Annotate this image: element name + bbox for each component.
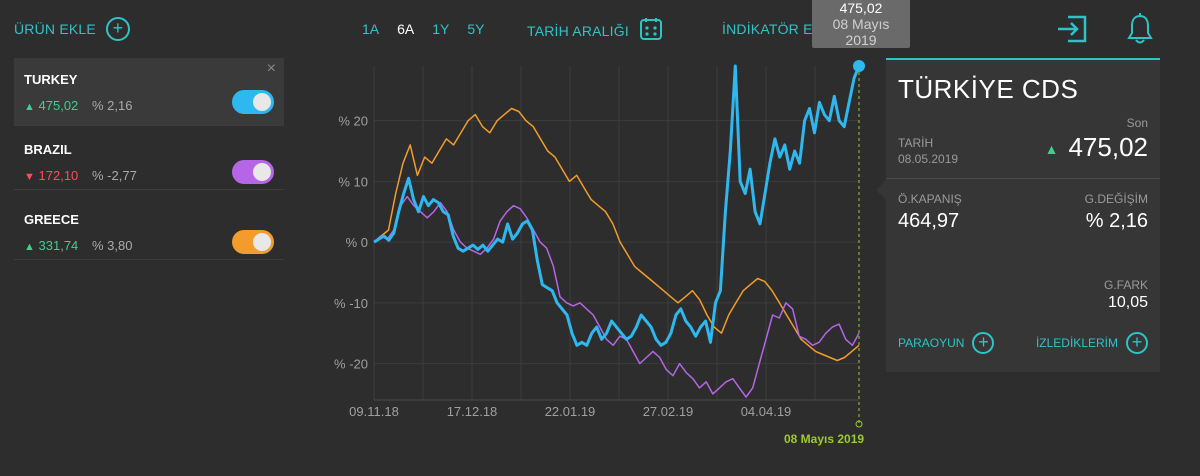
asset-item-greece[interactable]: GREECE ▲ 331,74 % 3,80: [14, 200, 284, 260]
date-label: TARİH: [898, 136, 934, 150]
x-tick-label: 04.04.19: [741, 404, 792, 419]
tooltip-value: 475,02: [839, 0, 883, 16]
date-range-button[interactable]: TARİH ARALIĞI: [527, 17, 663, 44]
asset-name: GREECE: [24, 212, 79, 227]
x-tick-label: 17.12.18: [447, 404, 498, 419]
down-arrow-icon: ▼: [24, 171, 35, 183]
asset-change: % 2,16: [92, 98, 133, 113]
asset-name: BRAZIL: [24, 142, 72, 157]
followed-label: İZLEDİKLERİM: [1035, 336, 1118, 350]
y-tick-label: % 10: [338, 174, 368, 189]
period-1a-button[interactable]: 1A: [362, 21, 380, 37]
cursor-date-label: 08 Mayıs 2019: [784, 432, 865, 446]
asset-change: % 3,80: [92, 238, 133, 253]
period-selector: 1A 6A 1Y 5Y: [362, 21, 485, 37]
series-toggle[interactable]: [232, 90, 274, 114]
asset-name: TURKEY: [24, 72, 78, 87]
tooltip-date-line2: 2019: [845, 32, 877, 48]
info-panel: TÜRKİYE CDS Son TARİH 08.05.2019 ▲ 475,02…: [886, 58, 1160, 372]
plus-circle-icon: +: [972, 332, 995, 354]
series-line-turkey: [373, 64, 861, 347]
asset-value: ▲ 331,74: [24, 238, 79, 253]
y-tick-label: % -10: [334, 296, 368, 311]
y-tick-label: % 20: [338, 114, 368, 129]
panel-pointer: [876, 180, 886, 200]
period-6a-button[interactable]: 6A: [397, 21, 415, 37]
calendar-icon: [639, 17, 663, 44]
close-icon[interactable]: ×: [266, 60, 276, 77]
add-product-button[interactable]: ÜRÜN EKLE +: [14, 17, 130, 41]
prev-close-value: 464,97: [898, 210, 960, 232]
series-toggle[interactable]: [232, 160, 274, 184]
x-tick-label: 27.02.19: [643, 404, 694, 419]
asset-value: ▼ 172,10: [24, 168, 79, 183]
period-1y-button[interactable]: 1Y: [432, 21, 450, 37]
bell-icon[interactable]: [1126, 13, 1154, 50]
asset-change: % -2,77: [92, 168, 137, 183]
change-label: G.DEĞİŞİM: [1084, 192, 1148, 206]
plus-circle-icon: +: [1126, 332, 1148, 354]
period-5y-button[interactable]: 5Y: [467, 21, 485, 37]
chart-tooltip: 475,02 08 Mayıs 2019: [812, 0, 910, 48]
followed-button[interactable]: İZLEDİKLERİM +: [1036, 332, 1148, 354]
y-tick-label: % -20: [334, 357, 368, 372]
last-price: ▲ 475,02: [1044, 132, 1148, 162]
diff-value: 10,05: [1107, 294, 1148, 311]
diff-label: G.FARK: [1103, 278, 1148, 292]
y-tick-label: % 0: [346, 235, 368, 250]
change-value: % 2,16: [1085, 210, 1148, 232]
cursor-point: [853, 60, 865, 72]
asset-item-turkey[interactable]: × TURKEY ▲ 475,02 % 2,16: [14, 58, 284, 126]
login-icon[interactable]: [1056, 14, 1088, 49]
series-line-greece: [373, 107, 860, 362]
cursor-anchor: [855, 420, 863, 428]
x-tick-label: 09.11.18: [349, 404, 399, 419]
tooltip-date-line1: 08 Mayıs: [832, 16, 890, 32]
asset-value: ▲ 475,02: [24, 98, 79, 113]
up-arrow-icon: ▲: [24, 241, 35, 253]
paraoyun-label: PARAOYUN: [898, 336, 965, 350]
date-value: 08.05.2019: [898, 152, 959, 166]
up-arrow-icon: ▲: [1044, 141, 1059, 158]
paraoyun-button[interactable]: PARAOYUN +: [898, 332, 995, 354]
prev-close-label: Ö.KAPANIŞ: [898, 192, 962, 206]
plus-circle-icon: +: [105, 17, 130, 41]
up-arrow-icon: ▲: [24, 101, 35, 113]
asset-item-brazil[interactable]: BRAZIL ▼ 172,10 % -2,77: [14, 130, 284, 190]
add-product-label: ÜRÜN EKLE: [14, 21, 96, 37]
x-tick-label: 22.01.19: [545, 404, 596, 419]
add-indicator-label: İNDİKATÖR EKLE: [722, 21, 840, 37]
series-toggle[interactable]: [232, 230, 274, 254]
add-indicator-button[interactable]: İNDİKATÖR EKLE: [722, 21, 840, 37]
series-line-brazil: [373, 195, 860, 398]
panel-title: TÜRKİYE CDS: [898, 74, 1079, 104]
last-label: Son: [1126, 116, 1148, 130]
date-range-label: TARİH ARALIĞI: [527, 22, 629, 39]
